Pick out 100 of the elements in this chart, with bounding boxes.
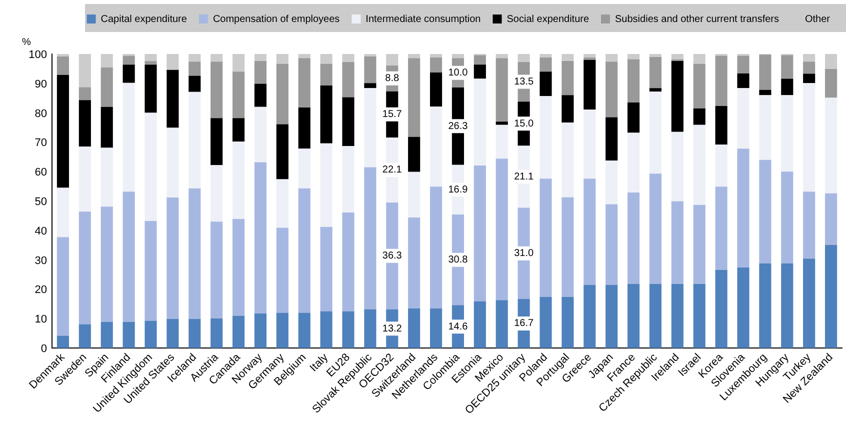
y-tick-label: 10 bbox=[34, 314, 47, 326]
bar bbox=[166, 54, 179, 70]
bar bbox=[759, 160, 772, 264]
bar bbox=[540, 178, 552, 297]
bar bbox=[144, 112, 157, 222]
bar bbox=[78, 100, 91, 147]
data-label: 16.9 bbox=[448, 184, 468, 196]
bar bbox=[715, 186, 728, 270]
bar bbox=[562, 296, 574, 348]
bar bbox=[100, 106, 113, 148]
bar bbox=[144, 320, 157, 348]
bar bbox=[166, 197, 179, 319]
bar bbox=[56, 336, 70, 348]
bar bbox=[715, 144, 728, 187]
bar bbox=[298, 54, 310, 58]
bar bbox=[122, 322, 135, 348]
bar bbox=[824, 193, 838, 245]
bar bbox=[100, 322, 113, 348]
bar bbox=[474, 55, 486, 65]
data-label: 21.1 bbox=[514, 172, 534, 183]
bar bbox=[210, 165, 223, 222]
legend-label: Capital expenditure bbox=[100, 14, 188, 25]
bar bbox=[584, 178, 596, 285]
bar bbox=[496, 158, 508, 300]
data-label: 15.7 bbox=[382, 109, 402, 120]
data-label: 36.3 bbox=[382, 250, 402, 262]
bar bbox=[232, 54, 245, 72]
bar bbox=[276, 64, 288, 124]
bar bbox=[803, 258, 816, 348]
bar bbox=[320, 226, 332, 312]
bar bbox=[144, 61, 157, 65]
bar bbox=[210, 318, 223, 348]
bar bbox=[254, 61, 267, 84]
text: Other bbox=[804, 14, 831, 25]
bar bbox=[408, 217, 420, 308]
bar bbox=[210, 54, 223, 62]
bar bbox=[606, 117, 618, 160]
data-label: 31.0 bbox=[514, 248, 534, 260]
bar bbox=[562, 95, 574, 123]
bar bbox=[540, 58, 552, 72]
bar bbox=[276, 179, 288, 228]
bar bbox=[364, 56, 376, 84]
bar bbox=[606, 204, 618, 285]
bar bbox=[210, 118, 223, 166]
bar bbox=[430, 54, 442, 58]
bar bbox=[188, 54, 201, 62]
data-label: 10.0 bbox=[448, 68, 468, 79]
data-label: 22.1 bbox=[382, 164, 402, 176]
bar bbox=[254, 162, 267, 314]
bar bbox=[693, 108, 706, 125]
y-axis-title: % bbox=[22, 36, 31, 48]
bar bbox=[496, 300, 508, 348]
bar bbox=[408, 54, 420, 58]
bar bbox=[781, 263, 794, 348]
bar bbox=[606, 160, 618, 204]
data-label: 30.8 bbox=[448, 254, 468, 266]
bar bbox=[803, 74, 816, 84]
bar bbox=[320, 143, 332, 227]
bar bbox=[342, 311, 354, 348]
bar bbox=[518, 54, 530, 62]
bar bbox=[737, 267, 750, 348]
bar bbox=[100, 206, 113, 322]
bar bbox=[562, 54, 574, 62]
bar bbox=[649, 88, 662, 92]
bar bbox=[803, 192, 816, 259]
bar bbox=[606, 62, 618, 118]
bar bbox=[824, 54, 838, 69]
bar bbox=[254, 106, 267, 162]
legend-label: Subsidies and other current transfers bbox=[615, 14, 779, 25]
bar bbox=[122, 64, 135, 83]
bar bbox=[584, 60, 596, 110]
bar bbox=[693, 54, 706, 64]
bar bbox=[474, 301, 486, 348]
bar bbox=[342, 97, 354, 146]
y-tick-label: 90 bbox=[34, 78, 47, 90]
bar bbox=[430, 58, 442, 73]
bar bbox=[737, 56, 750, 74]
bar bbox=[737, 148, 750, 268]
bar bbox=[824, 98, 838, 194]
bar bbox=[364, 88, 376, 168]
legend-label: Intermediate consumption bbox=[366, 14, 481, 25]
bar bbox=[715, 106, 728, 145]
bar bbox=[562, 197, 574, 297]
bar bbox=[803, 54, 816, 62]
bar bbox=[320, 64, 332, 86]
bar bbox=[254, 54, 267, 62]
bar bbox=[298, 148, 310, 188]
bar bbox=[824, 244, 838, 348]
y-tick-label: 40 bbox=[34, 225, 47, 238]
bar bbox=[496, 54, 508, 58]
bar bbox=[430, 186, 442, 308]
bar bbox=[210, 222, 223, 318]
bar bbox=[693, 204, 706, 284]
bar bbox=[803, 83, 816, 192]
bar bbox=[606, 284, 618, 348]
bar bbox=[649, 92, 662, 174]
y-tick-label: 80 bbox=[34, 108, 47, 120]
bar bbox=[298, 108, 310, 149]
bar bbox=[78, 324, 91, 348]
y-tick-label: 60 bbox=[34, 166, 47, 179]
